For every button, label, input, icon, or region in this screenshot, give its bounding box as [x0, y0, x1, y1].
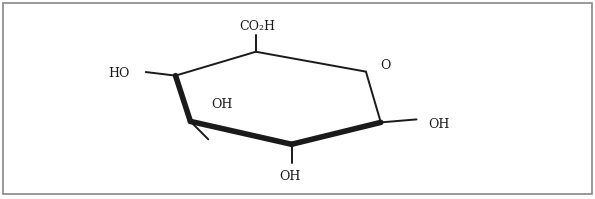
Text: O: O — [380, 59, 391, 72]
Text: CO₂H: CO₂H — [240, 20, 275, 33]
Text: OH: OH — [428, 118, 450, 131]
Text: HO: HO — [108, 67, 130, 80]
Text: OH: OH — [211, 98, 233, 110]
Text: OH: OH — [280, 170, 301, 182]
